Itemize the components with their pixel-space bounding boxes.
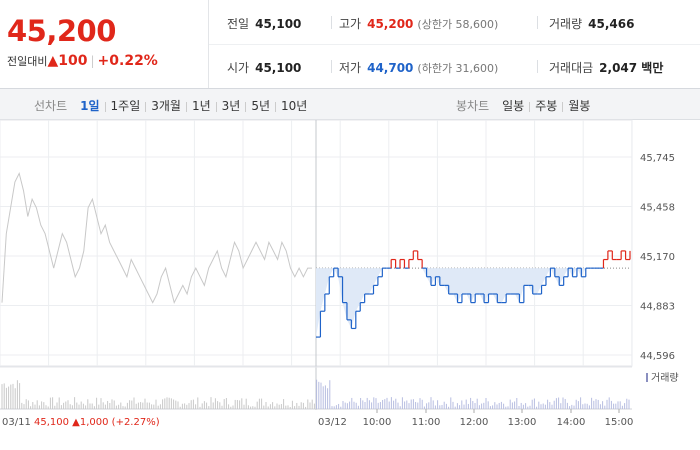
- trade-value-label: 거래대금: [549, 61, 594, 75]
- line-chart-tabs: 선차트 1일 1주일 3개월 1년 3년 5년 10년: [34, 97, 310, 114]
- tab-divider: [275, 101, 277, 112]
- below-reference-area: [316, 268, 630, 338]
- x-tick-label: 14:00: [557, 417, 586, 428]
- stat-divider: [537, 16, 538, 29]
- prev-day-summary: 45,100 ▲1,000 (+2.27%): [34, 417, 160, 428]
- tab-divider: [145, 101, 147, 112]
- y-tick-label: 45,745: [640, 153, 675, 164]
- x-tick-label: 12:00: [460, 417, 489, 428]
- tab-divider: [215, 101, 217, 112]
- quote-summary: 45,200 전일대비▲100 | +0.22% 전일 45,100 고가 45,200…: [0, 0, 700, 89]
- tab-divider: [529, 101, 531, 112]
- today-date: 03/12: [318, 417, 347, 428]
- stat-high: 고가 45,200 (상한가 58,600): [339, 15, 498, 32]
- line-chart-tab[interactable]: 5년: [251, 99, 271, 113]
- y-tick-label: 44,596: [640, 351, 675, 362]
- high-label: 고가: [339, 17, 362, 31]
- tab-divider: [562, 101, 564, 112]
- open-value: 45,100: [255, 61, 302, 75]
- tab-divider: [104, 101, 106, 112]
- stat-open: 시가 45,100: [227, 59, 301, 76]
- line-chart-title: 선차트: [34, 99, 68, 113]
- candle-chart-tabs: 봉차트 일봉 주봉 월봉: [456, 97, 593, 114]
- stat-volume: 거래량 45,466: [549, 15, 634, 32]
- change-percent: +0.22%: [97, 53, 158, 69]
- y-tick-label: 45,170: [640, 252, 675, 263]
- line-chart-tab[interactable]: 1년: [191, 99, 211, 113]
- y-tick-label: 44,883: [640, 302, 675, 313]
- line-chart-tab[interactable]: 3개월: [151, 99, 181, 113]
- change-divider: |: [90, 54, 95, 68]
- current-price: 45,200: [7, 14, 116, 48]
- x-tick-label: 15:00: [605, 417, 634, 428]
- upper-limit: (상한가 58,600): [417, 18, 499, 31]
- stat-divider: [537, 60, 538, 73]
- stat-grid: 전일 45,100 고가 45,200 (상한가 58,600) 거래량 45,466 …: [209, 0, 700, 88]
- price-box: 45,200 전일대비▲100 | +0.22%: [0, 0, 209, 88]
- tab-divider: [185, 101, 187, 112]
- x-tick-label: 11:00: [412, 417, 441, 428]
- x-tick-label: 13:00: [508, 417, 537, 428]
- stat-prev-close: 전일 45,100: [227, 15, 301, 32]
- tab-divider: [245, 101, 247, 112]
- volume-label: 거래량: [651, 372, 679, 384]
- line-chart-tab[interactable]: 1일: [80, 99, 100, 113]
- stat-divider: [331, 60, 332, 73]
- change-label: 전일대비: [7, 55, 48, 68]
- prev-day-date: 03/11: [2, 417, 31, 428]
- volume-value: 45,466: [588, 17, 635, 31]
- candle-chart-tab[interactable]: 월봉: [568, 99, 591, 113]
- volume-legend-swatch: [646, 373, 648, 382]
- chart-tabs: 선차트 1일 1주일 3개월 1년 3년 5년 10년 봉차트 일봉 주봉 월봉: [0, 89, 700, 120]
- trade-value: 2,047 백만: [599, 61, 664, 75]
- volume-label: 거래량: [549, 17, 583, 31]
- line-chart-tab[interactable]: 10년: [281, 99, 308, 113]
- y-tick-label: 45,458: [640, 203, 675, 214]
- lower-limit: (하한가 31,600): [417, 62, 499, 75]
- line-chart-tab[interactable]: 3년: [221, 99, 241, 113]
- prev-close-value: 45,100: [255, 17, 302, 31]
- high-value: 45,200: [367, 17, 414, 31]
- open-label: 시가: [227, 61, 250, 75]
- candle-chart-tab[interactable]: 일봉: [502, 99, 525, 113]
- prev-day-series-line: [1, 171, 312, 305]
- prev-close-label: 전일: [227, 17, 250, 31]
- stat-row-1: 전일 45,100 고가 45,200 (상한가 58,600) 거래량 45,466: [209, 0, 700, 45]
- low-value: 44,700: [367, 61, 414, 75]
- change-value: ▲100: [47, 53, 88, 69]
- stat-low: 저가 44,700 (하한가 31,600): [339, 59, 498, 76]
- stat-divider: [331, 16, 332, 29]
- stat-row-2: 시가 45,100 저가 44,700 (하한가 31,600) 거래대금 2,047 …: [209, 44, 700, 88]
- x-tick-label: 10:00: [363, 417, 392, 428]
- low-label: 저가: [339, 61, 362, 75]
- stat-trade-value: 거래대금 2,047 백만: [549, 59, 663, 76]
- candle-chart-title: 봉차트: [456, 99, 490, 113]
- candle-chart-tab[interactable]: 주봉: [535, 99, 558, 113]
- line-chart-tab[interactable]: 1주일: [110, 99, 141, 113]
- change-row: 전일대비▲100 | +0.22%: [7, 53, 158, 69]
